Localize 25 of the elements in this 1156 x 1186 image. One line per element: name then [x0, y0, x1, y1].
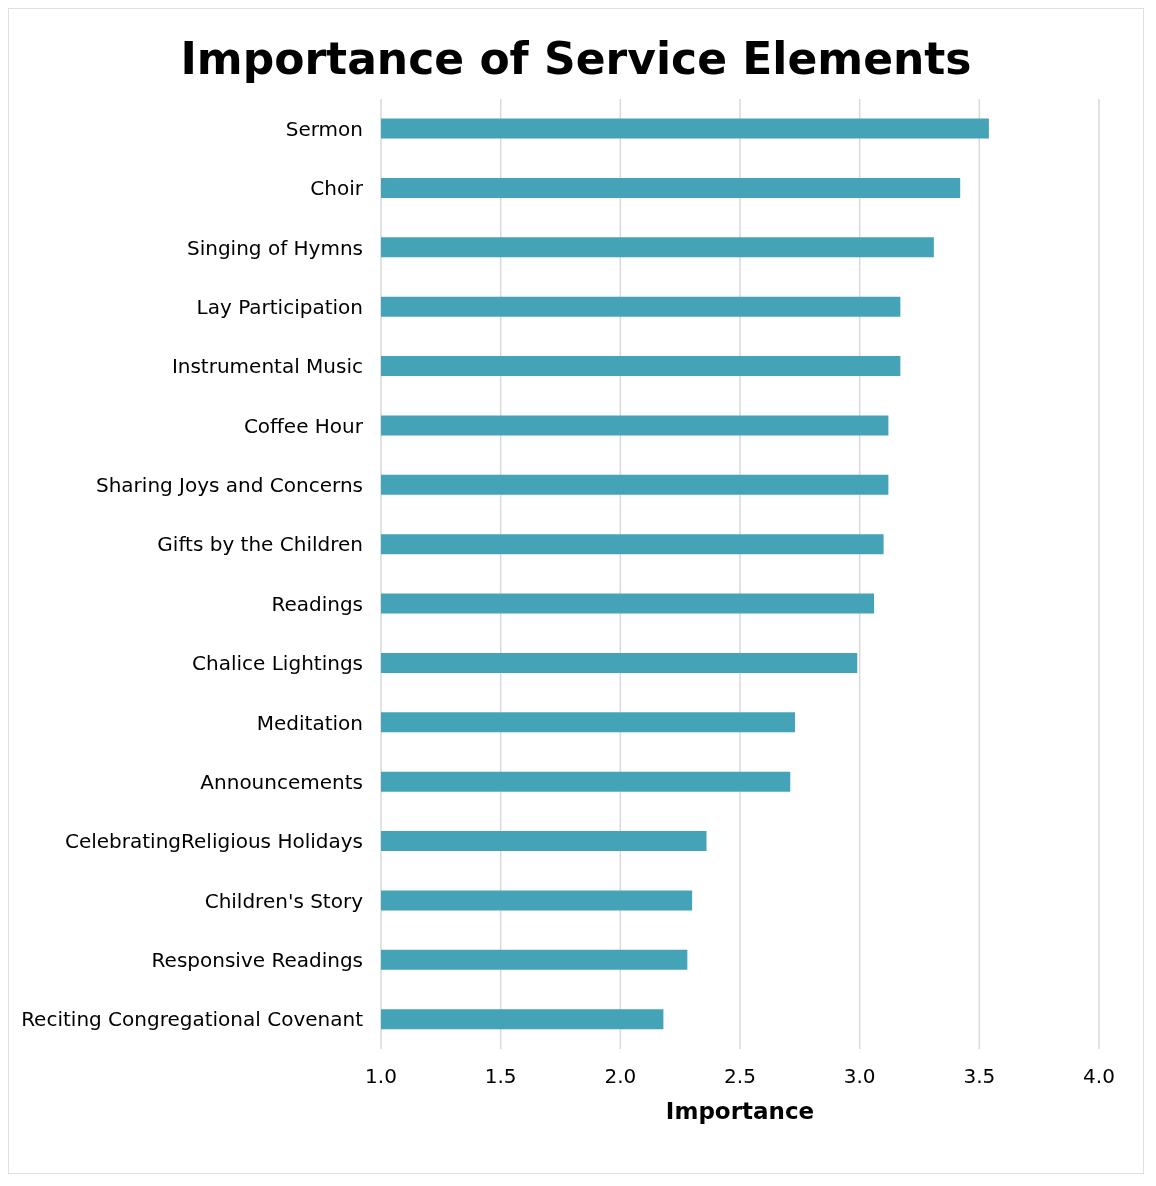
- y-tick-label: Singing of Hymns: [187, 235, 363, 260]
- y-tick-label: Announcements: [200, 769, 363, 794]
- x-tick-label: 3.5: [963, 1064, 996, 1089]
- x-tick-label: 4.0: [1083, 1064, 1115, 1089]
- y-tick-label: Readings: [271, 591, 363, 616]
- y-tick-label: Reciting Congregational Covenant: [21, 1007, 364, 1032]
- y-tick-label: Coffee Hour: [243, 413, 364, 438]
- y-tick-label: Meditation: [256, 710, 363, 735]
- x-tick-label: 2.0: [604, 1064, 637, 1089]
- x-tick-label: 1.0: [365, 1064, 397, 1089]
- y-tick-label: Lay Participation: [196, 294, 363, 319]
- y-tick-label: Gifts by the Children: [157, 532, 363, 557]
- y-tick-label: Choir: [310, 176, 364, 201]
- y-tick-label: Chalice Lightings: [192, 651, 363, 676]
- x-axis-title: Importance: [665, 1098, 815, 1124]
- y-tick-label: Sharing Joys and Concerns: [95, 473, 363, 498]
- chart-title: Importance of Service Elements: [179, 32, 973, 86]
- x-tick-label: 2.5: [724, 1064, 756, 1089]
- y-tick-label: Children's Story: [204, 888, 364, 913]
- y-tick-label: Responsive Readings: [151, 948, 363, 973]
- y-tick-label: CelebratingReligious Holidays: [64, 829, 363, 854]
- x-tick-label: 1.5: [484, 1064, 517, 1089]
- y-tick-label: Instrumental Music: [171, 354, 363, 379]
- y-tick-label: Sermon: [285, 116, 363, 141]
- x-tick-label: 3.0: [843, 1064, 876, 1089]
